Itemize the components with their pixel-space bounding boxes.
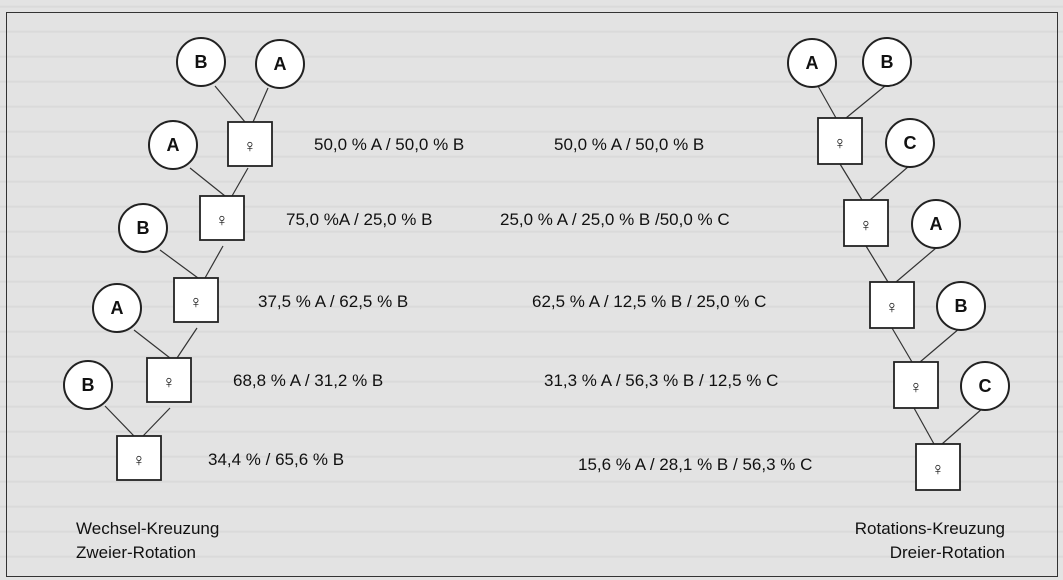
edge [204, 245, 224, 279]
female-icon: ♀ [833, 133, 847, 153]
right-female-square-4: ♀ [893, 361, 939, 409]
edge [919, 327, 961, 363]
right-circle-3: C [885, 118, 935, 168]
circle-label: A [930, 214, 943, 234]
edge [913, 407, 935, 445]
circle-label: C [904, 133, 917, 153]
left-circle-3: A [148, 120, 198, 170]
right-percentage-1: 50,0 % A / 50,0 % B [554, 135, 704, 154]
right-circle-1: A [787, 38, 837, 88]
left-female-square-5: ♀ [116, 435, 162, 481]
left-percentage-3: 37,5 % A / 62,5 % B [258, 292, 408, 311]
left-percentage-2: 75,0 %A / 25,0 % B [286, 210, 432, 229]
edge [869, 165, 910, 201]
edge [104, 405, 135, 437]
circle-label: A [274, 54, 287, 74]
left-female-square-1: ♀ [227, 121, 273, 167]
edge [142, 407, 171, 437]
edge [941, 407, 984, 445]
circle-label: C [979, 376, 992, 396]
right-percentage-4: 31,3 % A / 56,3 % B / 12,5 % C [544, 371, 778, 390]
right-tree [817, 85, 984, 445]
left-caption-line1: Wechsel-Kreuzung [76, 519, 219, 538]
left-tree [104, 85, 269, 437]
left-female-square-4: ♀ [146, 357, 192, 403]
right-female-square-5: ♀ [915, 443, 961, 491]
left-percentage-1: 50,0 % A / 50,0 % B [314, 135, 464, 154]
circle-label: B [955, 296, 968, 316]
left-circle-4: B [118, 203, 168, 253]
right-circle-4: A [911, 199, 961, 249]
edge [817, 85, 837, 119]
edge [189, 167, 226, 197]
left-percentage-4: 68,8 % A / 31,2 % B [233, 371, 383, 390]
edge [839, 163, 863, 201]
right-circle-6: C [960, 361, 1010, 411]
left-circle-1: B [176, 37, 226, 87]
female-icon: ♀ [132, 450, 146, 470]
female-icon: ♀ [162, 372, 176, 392]
left-circle-6: B [63, 360, 113, 410]
right-circle-5: B [936, 281, 986, 331]
female-icon: ♀ [931, 459, 945, 479]
female-icon: ♀ [243, 136, 257, 156]
right-percentage-5: 15,6 % A / 28,1 % B / 56,3 % C [578, 455, 812, 474]
female-icon: ♀ [189, 292, 203, 312]
right-percentage-2: 25,0 % A / 25,0 % B /50,0 % C [500, 210, 730, 229]
female-icon: ♀ [859, 215, 873, 235]
left-percentage-5: 34,4 % / 65,6 % B [208, 450, 344, 469]
figure-frame [6, 12, 1058, 577]
female-icon: ♀ [909, 377, 923, 397]
edge [891, 327, 913, 363]
edge [895, 247, 937, 283]
left-circle-2: A [255, 39, 305, 89]
left-caption-line2: Zweier-Rotation [76, 543, 196, 562]
edge [159, 249, 199, 279]
left-female-square-3: ♀ [173, 277, 219, 323]
left-female-square-2: ♀ [199, 195, 245, 241]
right-circle-2: B [862, 37, 912, 87]
circle-label: A [111, 298, 124, 318]
edge [865, 245, 889, 283]
circle-label: B [82, 375, 95, 395]
female-icon: ♀ [215, 210, 229, 230]
edge [252, 87, 269, 123]
female-icon: ♀ [885, 297, 899, 317]
right-female-square-3: ♀ [869, 281, 915, 329]
right-percentage-3: 62,5 % A / 12,5 % B / 25,0 % C [532, 292, 766, 311]
edge [214, 85, 246, 123]
edge [176, 327, 198, 359]
right-caption-line2: Dreier-Rotation [890, 543, 1005, 562]
right-female-square-2: ♀ [843, 199, 889, 247]
edge [845, 85, 886, 119]
right-caption-line1: Rotations-Kreuzung [855, 519, 1005, 538]
circle-label: B [195, 52, 208, 72]
circle-label: A [167, 135, 180, 155]
right-female-square-1: ♀ [817, 117, 863, 165]
edge [133, 329, 171, 359]
circle-label: A [806, 53, 819, 73]
left-circle-5: A [92, 283, 142, 333]
edge [231, 167, 249, 197]
circle-label: B [881, 52, 894, 72]
circle-label: B [137, 218, 150, 238]
